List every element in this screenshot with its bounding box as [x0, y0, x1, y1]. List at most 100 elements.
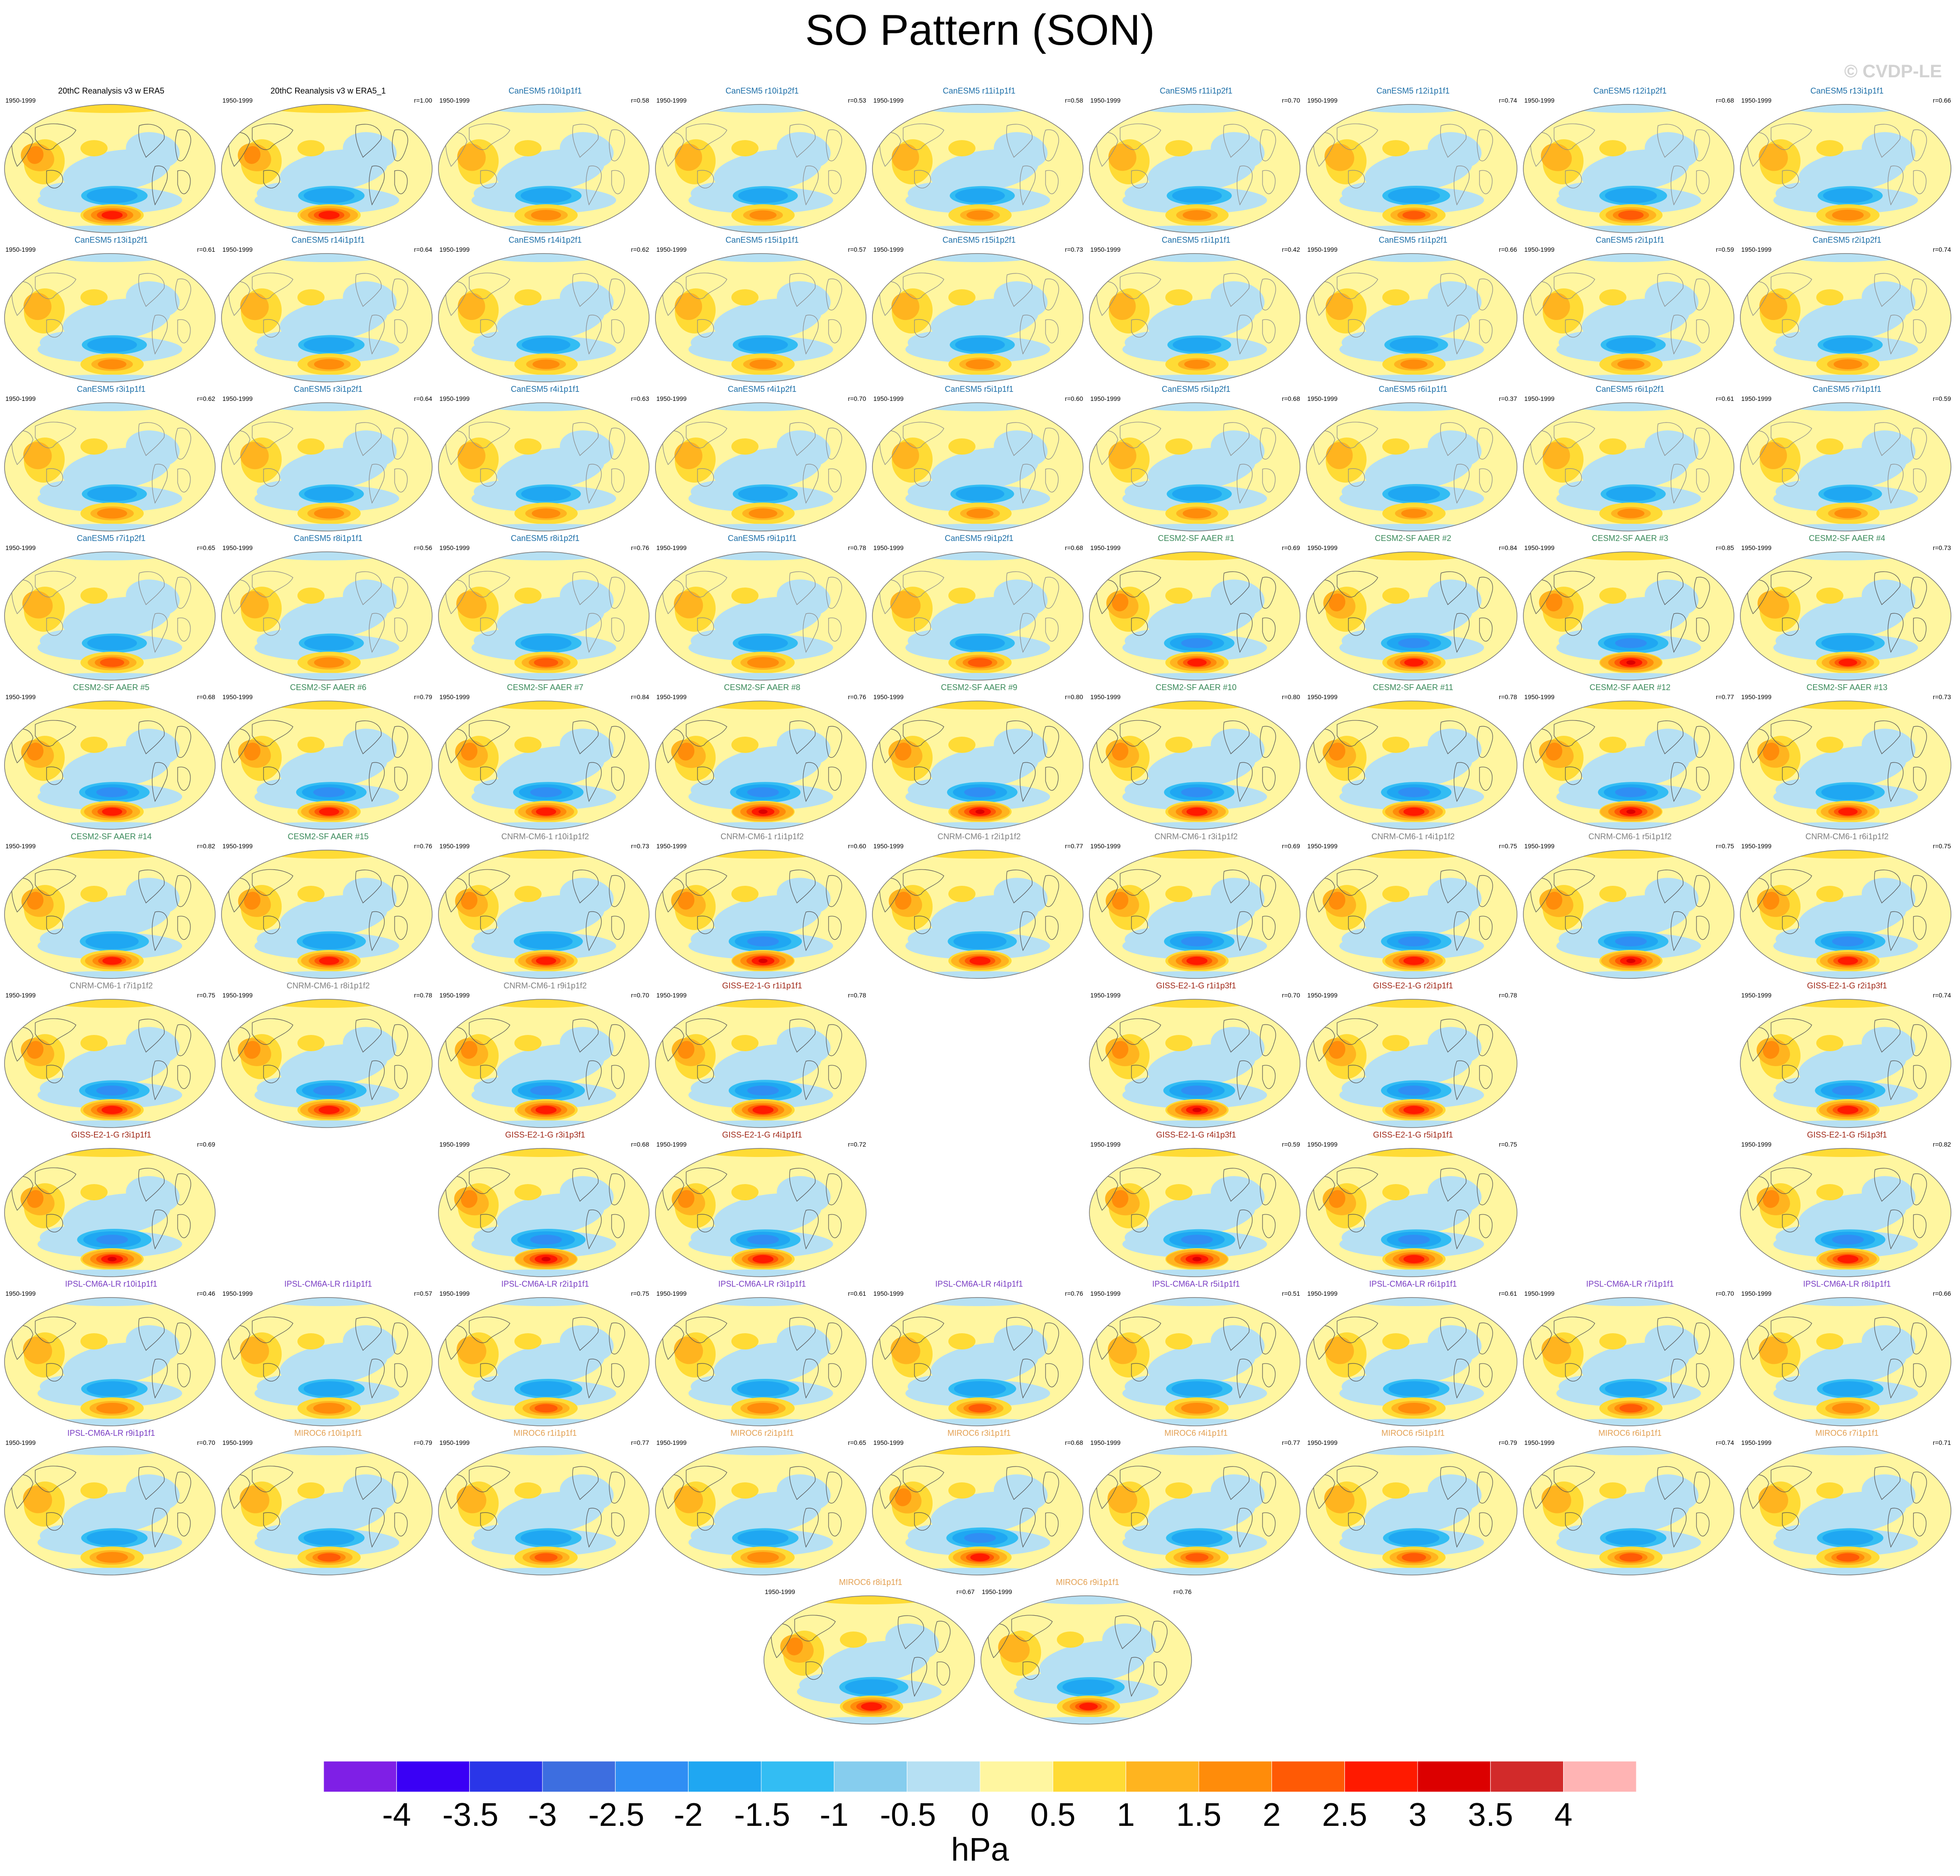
map-panel: CanESM5 r10i1p2f1 1950-1999 r=0.53 [654, 86, 871, 235]
panel-title: GISS-E2-1-G r1i1p1f1 [722, 981, 802, 990]
panel-correlation: r=0.78 [1498, 693, 1517, 701]
colorbar-tick-label: 3.5 [1468, 1797, 1513, 1833]
panel-period: 1950-1999 [1090, 842, 1121, 850]
robinson-map [1306, 402, 1517, 531]
panel-period: 1950-1999 [1741, 693, 1772, 701]
map-panel: CanESM5 r11i1p1f1 1950-1999 r=0.58 [871, 86, 1088, 235]
panel-period: 1950-1999 [222, 842, 253, 850]
robinson-map [872, 1297, 1084, 1426]
panel-period: 1950-1999 [873, 693, 904, 701]
colorbar-tick-label: 0 [971, 1797, 989, 1833]
map-panel: GISS-E2-1-G r4i1p1f1 1950-1999 r=0.72 [654, 1130, 871, 1279]
panel-title: CNRM-CM6-1 r6i1p1f2 [1805, 832, 1889, 841]
panel-correlation: r=0.70 [1282, 97, 1300, 104]
panel-correlation: r=0.42 [1282, 246, 1300, 253]
panel-correlation: r=0.82 [1932, 1141, 1951, 1148]
panel-title: IPSL-CM6A-LR r6i1p1f1 [1369, 1279, 1457, 1288]
panel-title: 20thC Reanalysis v3 w ERA5 [58, 86, 165, 95]
panel-correlation: r=0.77 [631, 1439, 649, 1446]
map-panel: GISS-E2-1-G r3i1p3f1 1950-1999 r=0.68 [437, 1130, 654, 1279]
robinson-map [221, 701, 433, 830]
panel-correlation: r=0.77 [1715, 693, 1734, 701]
map-panel: MIROC6 r7i1p1f1 1950-1999 r=0.71 [1739, 1428, 1955, 1577]
map-panel: CNRM-CM6-1 r5i1p1f2 1950-1999 r=0.75 [1522, 832, 1739, 981]
panel-period: 1950-1999 [1741, 1439, 1772, 1446]
panel-correlation: r=0.64 [414, 246, 432, 253]
map-panel: 20thC Reanalysis v3 w ERA5 1950-1999 [3, 86, 220, 235]
panel-title: 20thC Reanalysis v3 w ERA5_1 [270, 86, 386, 95]
robinson-map [221, 104, 433, 233]
colorbar-swatch [688, 1761, 762, 1792]
panel-title: CanESM5 r7i1p1f1 [1812, 385, 1882, 394]
panel-period: 1950-1999 [5, 693, 36, 701]
map-panel: CanESM5 r3i1p2f1 1950-1999 r=0.64 [220, 384, 437, 533]
panel-period: 1950-1999 [1524, 842, 1555, 850]
map-panel: CanESM5 r14i1p2f1 1950-1999 r=0.62 [437, 235, 654, 384]
panel-period: 1950-1999 [1307, 1439, 1338, 1446]
panel-title: CESM2-SF AAER #14 [71, 832, 152, 841]
panel-correlation: r=0.59 [1715, 246, 1734, 253]
panel-title: CanESM5 r4i1p1f1 [510, 385, 580, 394]
robinson-map [221, 253, 433, 382]
panel-correlation: r=0.84 [631, 693, 649, 701]
map-panel: MIROC6 r5i1p1f1 1950-1999 r=0.79 [1305, 1428, 1522, 1577]
panel-title: CanESM5 r9i1p2f1 [944, 534, 1014, 543]
panel-title: IPSL-CM6A-LR r3i1p1f1 [718, 1279, 806, 1288]
panel-period: 1950-1999 [222, 544, 253, 551]
robinson-map [4, 701, 216, 830]
robinson-map [221, 551, 433, 681]
map-panel: CanESM5 r12i1p2f1 1950-1999 r=0.68 [1522, 86, 1739, 235]
panel-period: 1950-1999 [439, 1290, 470, 1297]
robinson-map [1089, 253, 1300, 382]
panel-title: CanESM5 r11i1p2f1 [1159, 86, 1233, 95]
panel-period: 1950-1999 [222, 395, 253, 402]
panel-period: 1950-1999 [1741, 97, 1772, 104]
colorbar-tick-label: 0.5 [1030, 1797, 1076, 1833]
robinson-map [1089, 850, 1300, 979]
map-panel: CanESM5 r12i1p1f1 1950-1999 r=0.74 [1305, 86, 1522, 235]
robinson-map [4, 1446, 216, 1575]
robinson-map [1740, 1297, 1951, 1426]
map-panel: CESM2-SF AAER #8 1950-1999 r=0.76 [654, 682, 871, 832]
map-panel: CanESM5 r13i1p1f1 1950-1999 r=0.66 [1739, 86, 1955, 235]
panel-correlation: r=0.65 [197, 544, 215, 551]
panel-period: 1950-1999 [5, 992, 36, 999]
panel-period: 1950-1999 [1307, 842, 1338, 850]
map-panel: GISS-E2-1-G r5i1p3f1 1950-1999 r=0.82 [1739, 1130, 1955, 1279]
map-panel: CanESM5 r2i1p1f1 1950-1999 r=0.59 [1522, 235, 1739, 384]
colorbar-tick-label: 1 [1117, 1797, 1135, 1833]
panel-correlation: r=0.75 [1715, 842, 1734, 850]
robinson-map [438, 551, 650, 681]
panel-title: GISS-E2-1-G r2i1p1f1 [1373, 981, 1453, 990]
map-panel: CanESM5 r1i1p2f1 1950-1999 r=0.66 [1305, 235, 1522, 384]
map-panel: CanESM5 r4i1p2f1 1950-1999 r=0.70 [654, 384, 871, 533]
panel-title: CanESM5 r8i1p1f1 [293, 534, 363, 543]
panel-correlation: r=0.70 [631, 992, 649, 999]
map-panel: CanESM5 r13i1p2f1 1950-1999 r=0.61 [3, 235, 220, 384]
map-panel: CanESM5 r14i1p1f1 1950-1999 r=0.64 [220, 235, 437, 384]
robinson-map [1523, 1297, 1734, 1426]
colorbar-swatch [1126, 1761, 1199, 1792]
robinson-map [221, 999, 433, 1128]
panel-correlation: r=0.78 [414, 992, 432, 999]
panel-period: 1950-1999 [5, 1290, 36, 1297]
panel-period: 1950-1999 [873, 544, 904, 551]
panel-title: IPSL-CM6A-LR r9i1p1f1 [67, 1429, 155, 1438]
panel-correlation: r=0.68 [197, 693, 215, 701]
panel-period: 1950-1999 [765, 1588, 795, 1595]
watermark: © CVDP-LE [1844, 61, 1942, 81]
panel-title: CanESM5 r11i1p1f1 [942, 86, 1016, 95]
panel-title: CESM2-SF AAER #12 [1589, 683, 1671, 692]
colorbar-tick-label: -3 [528, 1797, 557, 1833]
panel-title: CanESM5 r10i1p2f1 [725, 86, 799, 95]
panel-title: CESM2-SF AAER #9 [941, 683, 1018, 692]
panel-correlation: r=0.76 [414, 842, 432, 850]
panel-period: 1950-1999 [439, 1141, 470, 1148]
colorbar-swatch [907, 1761, 980, 1792]
colorbar-tick-label: -3.5 [442, 1797, 499, 1833]
colorbar-tick-label: 2 [1263, 1797, 1281, 1833]
panel-correlation: r=0.64 [414, 395, 432, 402]
colorbar-swatch [396, 1761, 470, 1792]
panel-title: CanESM5 r9i1p1f1 [727, 534, 797, 543]
colorbar-swatch [615, 1761, 689, 1792]
